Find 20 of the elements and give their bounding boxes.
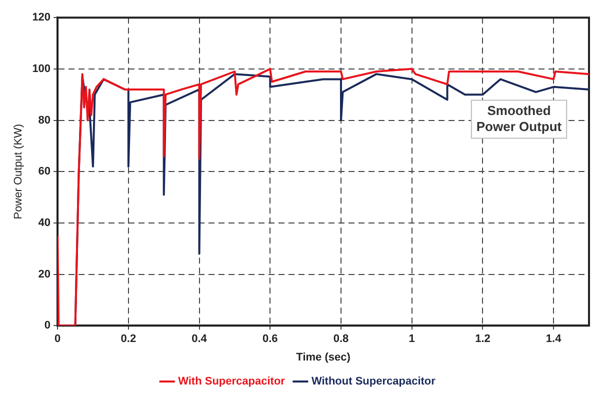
x-tick-label: 0.2: [120, 333, 136, 346]
x-tick-label: 1: [408, 333, 415, 346]
y-tick-label: 0: [44, 320, 51, 332]
x-tick-label: 0.8: [333, 333, 349, 346]
x-tick-label: 1.2: [475, 333, 490, 346]
y-tick-label: 60: [38, 166, 51, 178]
y-tick-label: 20: [38, 268, 51, 280]
y-axis-title: Power Output (KW): [12, 124, 25, 220]
y-tick-label: 120: [32, 12, 51, 24]
y-tick-label: 80: [38, 114, 51, 126]
y-tick-label: 100: [32, 62, 51, 75]
legend-label: With Supercapacitor: [178, 376, 286, 388]
x-tick-label: 0.6: [262, 333, 278, 346]
x-tick-label: 1.4: [546, 333, 562, 346]
x-tick-label: 0.4: [192, 333, 208, 346]
annotation: Smoothed Power Output: [476, 102, 562, 134]
legend-label: Without Supercapacitor: [311, 376, 436, 388]
y-tick-label: 40: [38, 216, 51, 229]
x-axis-title: Time (sec): [296, 351, 351, 364]
x-tick-label: 0: [54, 333, 61, 346]
